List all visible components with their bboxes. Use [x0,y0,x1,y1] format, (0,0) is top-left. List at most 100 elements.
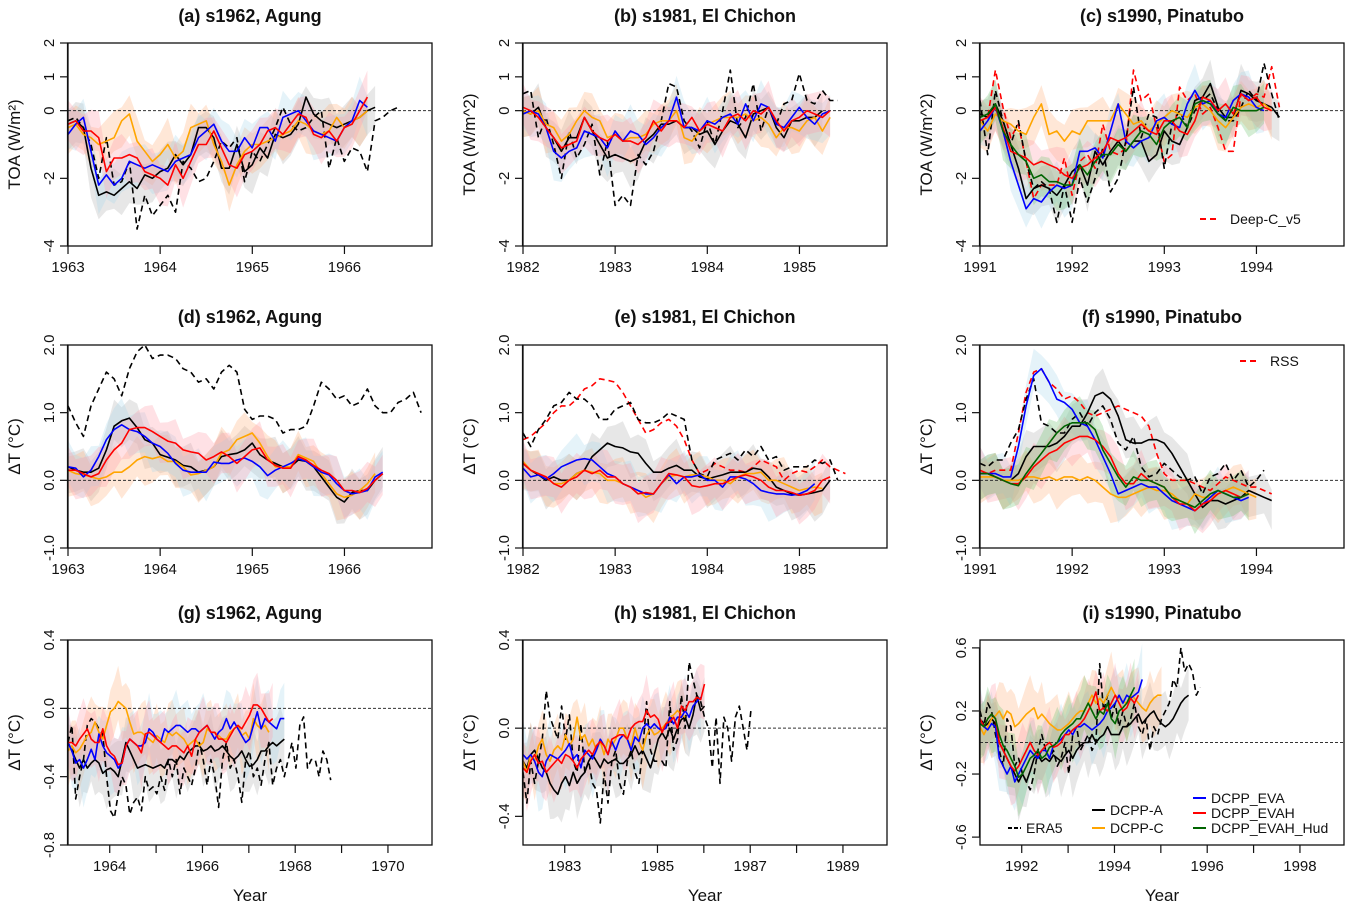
series-era5 [68,345,422,438]
panel-title: (f) s1990, Pinatubo [1082,307,1242,327]
legend: ERA5 DCPP-A DCPP-C DCPP_EVADCPP_EVAHDCPP_EV… [1008,790,1328,836]
legend-label-era5: ERA5 [1026,820,1063,836]
series-dcpp-evah [523,462,831,497]
series-dcpp-c [980,103,1273,142]
series-dcpp-evah [68,96,369,186]
y-tick-label: 2.0 [41,335,58,356]
spread-dcpp-eva [523,75,831,182]
series-dcpp-evah [980,93,1273,180]
series-dcpp-a [980,391,1273,509]
y-tick-label: 2 [496,39,513,47]
spread-dcpp-a [523,421,831,522]
y-tick-label: -4 [496,239,513,252]
x-tick-label: 1970 [371,858,404,875]
series-dcpp-eva [68,99,368,186]
plot-area [523,661,887,824]
series-era5 [980,62,1281,224]
y-axis-label: TOA (W/m^2) [460,93,479,195]
series-era5 [523,391,839,481]
y-tick-label: 0.0 [41,698,58,719]
y-axis-label: ΔT (°C) [5,418,24,475]
y-tick-label: -1.0 [496,535,513,561]
x-axis-label: Year [688,886,723,905]
series-dcpp-evah [523,683,706,774]
panel-d: (d) s1962, Agung -1.0 0.0 1.0 2.0 ΔT (°C) 1963… [5,307,433,578]
y-tick-label: -0.6 [953,824,970,850]
y-tick-label: 1 [496,73,513,81]
y-tick-label: -0.2 [953,761,970,787]
spread-dcpp-c [68,412,376,521]
series-dcpp-evah-hud [980,99,1265,186]
x-tick-label: 1964 [143,259,176,276]
plot-area [68,665,432,819]
x-tick-label: 1998 [1283,858,1316,875]
legend-label: Deep-C_v5 [1230,211,1301,227]
spread-dcpp-c [980,651,1162,766]
x-tick-label: 1963 [51,259,84,276]
y-tick-label: 0 [496,106,513,114]
y-tick-label: 0.0 [496,718,513,739]
x-tick-label: 1982 [506,561,539,578]
spread-dcpp-c [980,79,1272,166]
x-tick-label: 1992 [1055,259,1088,276]
series-dcpp-evah [980,435,1250,512]
x-tick-label: 1966 [186,858,219,875]
spread-dcpp-c [68,665,269,789]
x-tick-label: 1968 [279,858,312,875]
x-tick-label: 1992 [1055,561,1088,578]
y-axis-label: ΔT (°C) [917,418,936,475]
y-tick-label: -0.4 [41,764,58,790]
y-axis-label: ΔT (°C) [5,714,24,771]
y-tick-label: -1.0 [953,535,970,561]
y-tick-label: 1 [41,73,58,81]
y-axis-label: TOA (W/m^2) [917,93,936,195]
series-dcpp-a [68,417,384,503]
series-dcpp-c [523,460,823,499]
x-tick-label: 1989 [826,858,859,875]
x-tick-label: 1985 [783,561,816,578]
x-tick-label: 1985 [641,858,674,875]
x-axis-label: Year [1145,886,1180,905]
spread-dcpp-evah [523,439,831,525]
series-dcpp-evah [68,426,384,494]
legend-label-dcppC: DCPP-C [1110,820,1164,836]
series-dcpp-a [68,738,285,778]
series-deep-c-v5 [980,65,1281,200]
x-tick-label: 1993 [1148,561,1181,578]
spread-dcpp-evah [523,80,831,175]
x-tick-label: 1991 [963,259,996,276]
x-tick-label: 1983 [548,858,581,875]
spread-dcpp-evah [68,405,383,520]
y-tick-label: -0.4 [496,803,513,829]
y-tick-label: 1 [953,73,970,81]
series-dcpp-evah [68,704,274,766]
y-tick-label: 1.0 [496,402,513,423]
x-tick-label: 1963 [51,561,84,578]
x-tick-label: 1982 [506,259,539,276]
series-dcpp-evah-hud [980,686,1136,779]
series-dcpp-c [980,686,1162,736]
plot-area [980,643,1344,822]
spread-dcpp-c [523,447,823,524]
spread-dcpp-a [68,85,376,220]
series-dcpp-c [523,109,831,142]
series-dcpp-a [523,694,706,796]
y-axis-label: ΔT (°C) [917,714,936,771]
panel-title: (d) s1962, Agung [178,307,322,327]
y-tick-label: -4 [41,239,58,252]
x-tick-label: 1991 [963,561,996,578]
x-axis-label: Year [233,886,268,905]
x-tick-label: 1987 [734,858,767,875]
series-dcpp-eva [980,679,1143,783]
legend-label-hud: DCPP_EVAH_Hud [1211,820,1328,836]
y-axis-label: TOA (W/m²) [5,99,24,189]
y-tick-label: 0.0 [496,470,513,491]
series-era5 [523,661,752,824]
y-tick-label: 2.0 [496,335,513,356]
y-tick-label: 0.0 [953,470,970,491]
panel-b: (b) s1981, El Chichon -4 -2 0 1 2 TOA (W/m^2) 1… [460,6,888,276]
y-tick-label: -2 [496,172,513,185]
plot-area [68,70,432,230]
legend-label: RSS [1270,353,1299,369]
